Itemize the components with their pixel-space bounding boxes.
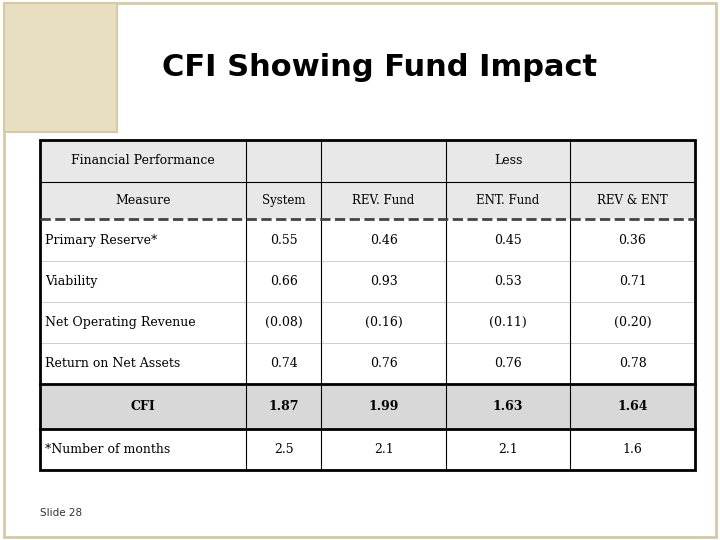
Text: 0.78: 0.78 [618, 357, 647, 370]
Text: REV. Fund: REV. Fund [353, 194, 415, 207]
Text: 2.1: 2.1 [374, 443, 393, 456]
Text: Net Operating Revenue: Net Operating Revenue [45, 316, 196, 329]
Text: Measure: Measure [115, 194, 171, 207]
Text: Minnesota: Minnesota [34, 106, 87, 116]
Text: Less: Less [494, 154, 522, 167]
Text: 0.45: 0.45 [494, 233, 522, 247]
Text: REV & ENT: REV & ENT [597, 194, 668, 207]
Text: CFI Showing Fund Impact: CFI Showing Fund Impact [162, 53, 597, 82]
Text: ENT. Fund: ENT. Fund [477, 194, 540, 207]
Text: System: System [262, 194, 305, 207]
Text: Return on Net Assets: Return on Net Assets [45, 357, 181, 370]
Text: 2.1: 2.1 [498, 443, 518, 456]
Text: 0.76: 0.76 [369, 357, 397, 370]
Text: STATE COLLEGES: STATE COLLEGES [34, 113, 87, 118]
Text: 1.87: 1.87 [269, 400, 299, 413]
Text: Financial Performance: Financial Performance [71, 154, 215, 167]
Text: 0.76: 0.76 [494, 357, 522, 370]
Text: 1.64: 1.64 [617, 400, 648, 413]
Text: *Number of months: *Number of months [45, 443, 171, 456]
Text: Viability: Viability [45, 275, 98, 288]
Text: 2.5: 2.5 [274, 443, 294, 456]
Text: & UNIVERSITIES: & UNIVERSITIES [36, 118, 85, 123]
Text: 0.71: 0.71 [618, 275, 647, 288]
Text: (0.11): (0.11) [489, 316, 527, 329]
Circle shape [50, 52, 71, 71]
Text: 1.6: 1.6 [623, 443, 642, 456]
Text: 0.93: 0.93 [369, 275, 397, 288]
Text: Slide 28: Slide 28 [40, 508, 82, 518]
Text: 0.66: 0.66 [270, 275, 297, 288]
Text: (0.20): (0.20) [613, 316, 652, 329]
Text: (0.08): (0.08) [265, 316, 302, 329]
Text: 0.53: 0.53 [494, 275, 522, 288]
Text: (0.16): (0.16) [365, 316, 402, 329]
Text: CFI: CFI [130, 400, 156, 413]
Text: 0.46: 0.46 [369, 233, 397, 247]
Text: 0.74: 0.74 [270, 357, 297, 370]
Text: 1.63: 1.63 [493, 400, 523, 413]
Text: 0.55: 0.55 [270, 233, 297, 247]
Text: Primary Reserve*: Primary Reserve* [45, 233, 158, 247]
Text: 1.99: 1.99 [369, 400, 399, 413]
Text: 0.36: 0.36 [618, 233, 647, 247]
